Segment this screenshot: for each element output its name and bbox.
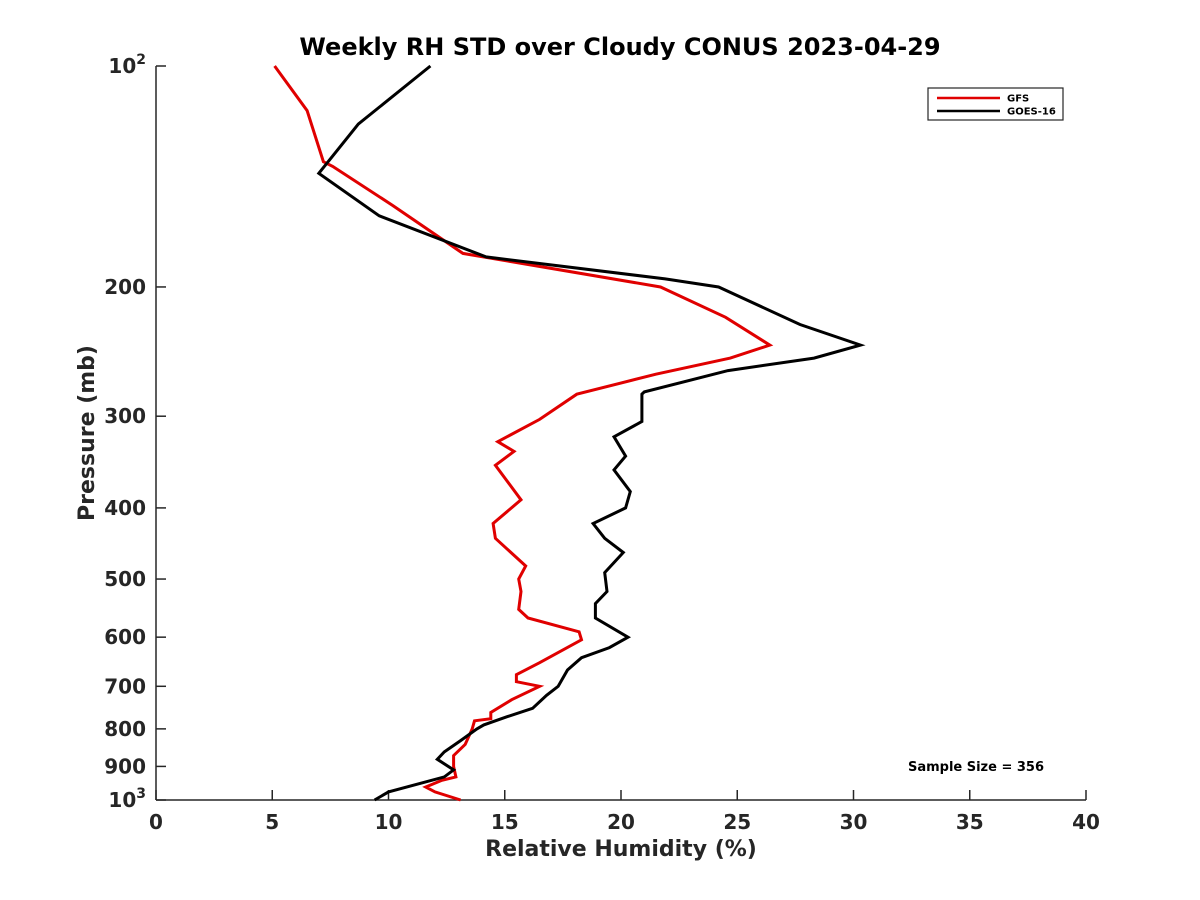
y-tick-label: 102 — [108, 52, 146, 78]
y-tick-label: 300 — [104, 404, 146, 428]
legend: GFS GOES-16 — [927, 87, 1064, 121]
x-tick-label: 40 — [1072, 810, 1100, 834]
legend-box — [927, 87, 1064, 121]
y-tick-label: 103 — [108, 786, 146, 812]
x-tick-label: 0 — [149, 810, 163, 834]
y-tick-label: 500 — [104, 567, 146, 591]
x-tick-label: 20 — [607, 810, 635, 834]
series-line-gfs — [273, 65, 774, 802]
legend-label: GOES-16 — [1007, 107, 1056, 118]
x-tick-label: 25 — [723, 810, 751, 834]
y-tick-label: 700 — [104, 674, 146, 698]
y-tick-exponent: 2 — [136, 52, 146, 68]
x-tick-label: 15 — [491, 810, 519, 834]
y-tick-label: 600 — [104, 625, 146, 649]
x-axis-label: Relative Humidity (%) — [485, 837, 757, 862]
x-tick-label: 10 — [375, 810, 403, 834]
y-tick-label: 200 — [104, 275, 146, 299]
sample-size-annotation: Sample Size = 356 — [908, 760, 1044, 775]
y-tick-label: 900 — [104, 754, 146, 778]
y-tick-base: 10 — [108, 54, 136, 78]
x-tick-label: 35 — [956, 810, 984, 834]
series-layer — [273, 64, 866, 802]
x-tick-label: 5 — [265, 810, 279, 834]
y-tick-base: 10 — [108, 788, 136, 812]
y-axis-label: Pressure (mb) — [75, 345, 100, 521]
series-line-goes-16 — [316, 64, 866, 802]
y-tick-label: 400 — [104, 496, 146, 520]
x-tick-label: 30 — [840, 810, 868, 834]
y-tick-exponent: 3 — [136, 786, 146, 802]
y-tick-label: 800 — [104, 717, 146, 741]
chart-title: Weekly RH STD over Cloudy CONUS 2023-04-… — [299, 33, 940, 61]
legend-label: GFS — [1007, 94, 1029, 105]
x-ticks: 0 5 10 15 20 25 30 35 40 — [149, 790, 1100, 834]
